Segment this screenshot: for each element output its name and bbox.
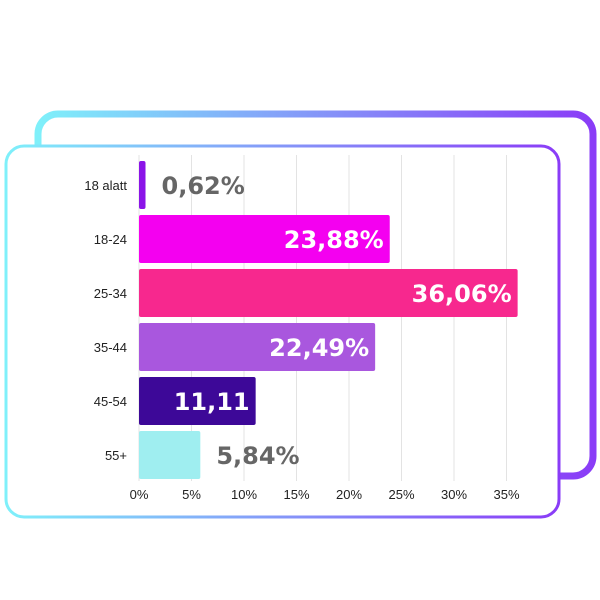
value-label: 36,06% bbox=[412, 280, 512, 308]
bars bbox=[139, 161, 518, 479]
value-label: 0,62% bbox=[162, 172, 245, 200]
category-label: 55+ bbox=[105, 448, 127, 463]
category-label: 45-54 bbox=[94, 394, 127, 409]
grid-lines bbox=[138, 155, 507, 481]
category-label: 18 alatt bbox=[84, 178, 127, 193]
category-label: 35-44 bbox=[94, 340, 127, 355]
bar bbox=[139, 215, 390, 263]
category-label: 18-24 bbox=[94, 232, 127, 247]
value-label: 11,11 bbox=[174, 388, 250, 416]
x-tick-label: 20% bbox=[336, 487, 362, 502]
value-label: 5,84% bbox=[216, 442, 299, 470]
x-tick-label: 10% bbox=[231, 487, 257, 502]
x-tick-label: 30% bbox=[441, 487, 467, 502]
x-tick-label: 25% bbox=[388, 487, 414, 502]
bar bbox=[139, 269, 518, 317]
x-tick-label: 0% bbox=[130, 487, 149, 502]
category-label: 25-34 bbox=[94, 286, 127, 301]
category-labels: 18 alatt 18-24 25-34 35-44 45-54 55+ bbox=[84, 178, 127, 463]
x-tick-labels: 0% 5% 10% 15% 20% 25% 30% 35% bbox=[130, 487, 520, 502]
x-tick-label: 15% bbox=[283, 487, 309, 502]
bar bbox=[139, 431, 201, 479]
x-tick-label: 5% bbox=[182, 487, 201, 502]
value-label: 23,88% bbox=[284, 226, 384, 254]
value-label: 22,49% bbox=[269, 334, 369, 362]
x-tick-label: 35% bbox=[493, 487, 519, 502]
bar bbox=[139, 161, 146, 209]
bar bbox=[139, 377, 256, 425]
bar bbox=[139, 323, 376, 371]
value-labels: 0,62% 23,88% 36,06% 22,49% 11,11 5,84% bbox=[162, 172, 512, 470]
